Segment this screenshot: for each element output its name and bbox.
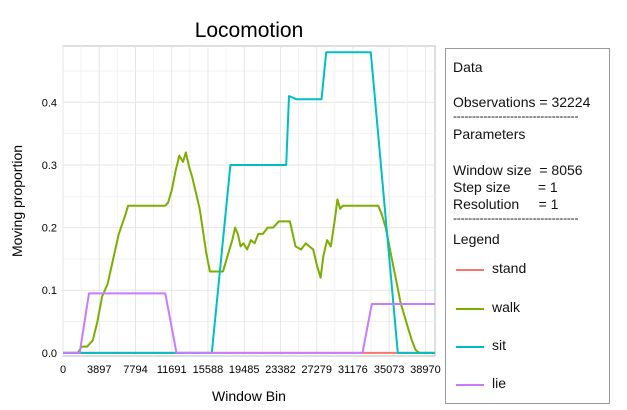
legend-swatch-lie	[456, 384, 484, 386]
info-panel: Data Observations = 32224 --------------…	[445, 48, 610, 404]
x-tick-label: 35073	[374, 364, 405, 376]
y-tick-labels: 0.0 0.1 0.2 0.3 0.4	[42, 97, 57, 360]
resolution-text: Resolution = 1	[453, 196, 559, 212]
chart-title: Locomotion	[195, 19, 304, 42]
x-axis-label: Window Bin	[212, 388, 286, 404]
x-tick-label: 27279	[301, 364, 332, 376]
series-line-lie	[63, 292, 435, 354]
series-layer	[63, 51, 435, 354]
plot-area	[62, 45, 436, 357]
x-tick-label: 31176	[338, 364, 368, 376]
y-tick-label: 0.4	[42, 97, 57, 109]
legend-swatch-walk	[456, 308, 484, 310]
y-tick-label: 0.0	[42, 348, 57, 360]
window-size-text: Window size = 8056	[453, 162, 583, 178]
x-tick-labels: 0 3897 7794 11691 15588 19485 23382 27279 31176 3…	[60, 364, 441, 376]
x-tick-label: 19485	[229, 364, 260, 376]
y-axis-label: Moving proportion	[9, 145, 25, 257]
x-tick-label: 23382	[265, 364, 296, 376]
legend-label-walk: walk	[492, 299, 521, 315]
x-tick-label: 11691	[157, 364, 187, 376]
divider: ---------------------------------	[453, 109, 579, 123]
y-tick-label: 0.3	[42, 160, 57, 172]
y-tick-label: 0.2	[42, 223, 57, 235]
legend-swatch-stand	[456, 269, 484, 271]
x-tick-label: 7794	[123, 364, 147, 376]
divider-2: ---------------------------------	[453, 211, 579, 225]
legend-swatch-sit	[456, 346, 484, 348]
legend-heading: Legend	[453, 231, 500, 247]
x-tick-label: 3897	[87, 364, 111, 376]
x-tick-label: 15588	[193, 364, 224, 376]
series-line-sit	[63, 51, 435, 354]
observations-text: Observations = 32224	[453, 94, 591, 110]
x-tick-label: 0	[60, 364, 66, 376]
data-heading: Data	[453, 59, 483, 75]
legend-label-sit: sit	[492, 337, 506, 353]
parameters-heading: Parameters	[453, 126, 526, 142]
legend-label-stand: stand	[492, 260, 527, 276]
x-tick-label: 38970	[410, 364, 441, 376]
legend-label-lie: lie	[492, 375, 507, 391]
step-size-text: Step size = 1	[453, 179, 558, 195]
series-line-walk	[63, 151, 435, 354]
y-tick-label: 0.1	[42, 285, 57, 297]
